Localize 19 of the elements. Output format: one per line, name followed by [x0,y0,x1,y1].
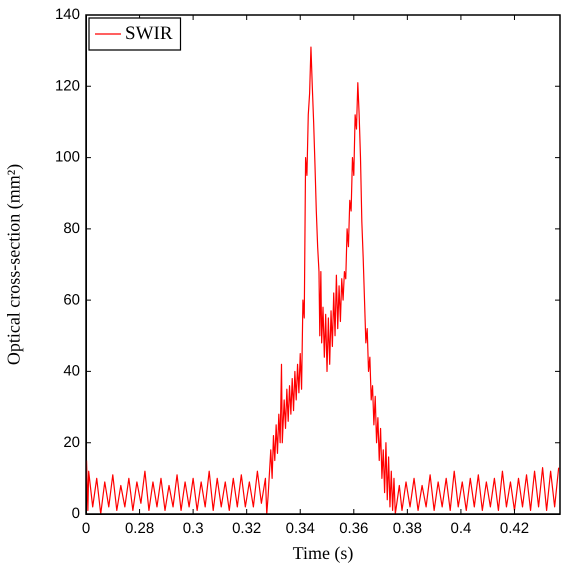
y-tick-label: 100 [54,148,80,166]
y-tick-label: 80 [63,220,80,237]
x-tick-label: 0.3 [182,520,204,538]
legend-label: SWIR [125,22,173,44]
x-tick-label: 0.28 [124,520,154,538]
x-tick-label: 0.4 [450,520,472,538]
y-tick-label: 40 [63,362,80,380]
x-axis-title: Time (s) [292,542,354,563]
x-tick-label: 0.34 [286,520,315,538]
y-tick-label: 60 [63,291,80,308]
x-tick-label: 0.42 [500,520,530,538]
x-tick-label: 0.38 [392,520,422,538]
y-tick-label: 120 [54,77,80,94]
x-tick-label: 0.32 [232,520,262,538]
x-tick-label: 0.36 [339,520,368,538]
y-axis-title: Optical cross-section (mm²) [4,164,24,366]
y-tick-label: 140 [54,6,80,24]
y-tick-label: 20 [63,434,80,451]
y-tick-label: 0 [72,505,80,522]
